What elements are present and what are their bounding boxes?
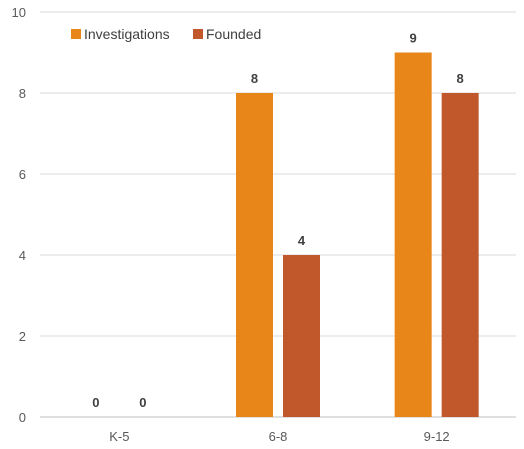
legend-swatch-founded	[193, 29, 203, 39]
y-tick-label: 10	[12, 5, 26, 20]
bar-founded-9-12	[441, 93, 479, 417]
bar-investigations-6-8	[236, 93, 273, 417]
data-labels: 0 0 8 4 9 8	[92, 31, 464, 411]
gridlines	[40, 11, 516, 418]
data-label-founded: 0	[139, 395, 146, 410]
y-tick-label: 6	[19, 167, 26, 182]
y-tick-label: 0	[19, 410, 26, 425]
x-tick-label: 9-12	[424, 429, 450, 444]
bar-founded-6-8	[283, 255, 320, 417]
bars	[236, 52, 479, 417]
x-tick-label: 6-8	[269, 429, 288, 444]
y-axis-ticks: 0 2 4 6 8 10	[12, 5, 26, 425]
legend-swatch-investigations	[71, 29, 81, 39]
y-tick-label: 8	[19, 86, 26, 101]
x-tick-label: K-5	[109, 429, 129, 444]
legend[interactable]: Investigations Founded	[71, 26, 261, 42]
data-label-founded: 8	[457, 71, 464, 86]
y-tick-label: 4	[19, 248, 26, 263]
y-tick-label: 2	[19, 329, 26, 344]
legend-label-investigations: Investigations	[84, 26, 170, 42]
data-label-investigations: 0	[92, 395, 99, 410]
data-label-investigations: 9	[410, 31, 417, 46]
x-axis-ticks: K-5 6-8 9-12	[109, 429, 449, 444]
data-label-founded: 4	[298, 233, 306, 248]
bar-investigations-9-12	[394, 52, 432, 417]
legend-label-founded: Founded	[206, 26, 261, 42]
data-label-investigations: 8	[251, 71, 258, 86]
